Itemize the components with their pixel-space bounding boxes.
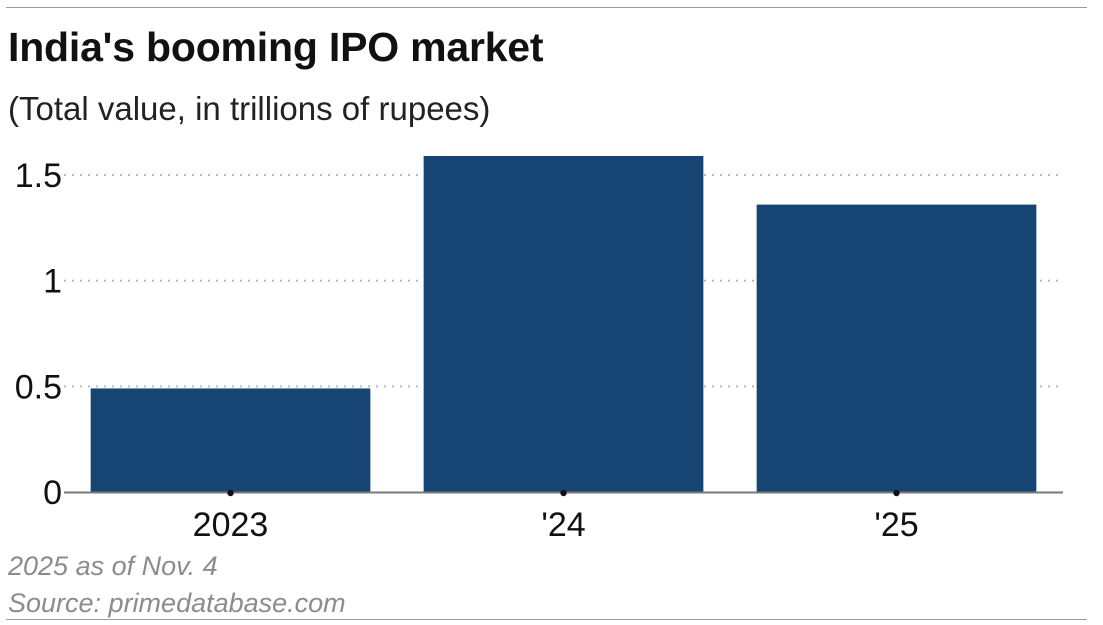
bar-0 [90, 388, 371, 492]
bar-1 [423, 155, 704, 493]
x-tick-label: '25 [874, 506, 918, 544]
x-tick-label: 2023 [193, 506, 269, 544]
source-note: Source: primedatabase.com [8, 588, 346, 618]
bar-2 [756, 204, 1037, 492]
axis-layer [64, 489, 1063, 497]
y-tick-label: 0.5 [15, 368, 62, 406]
x-tick-mark [560, 489, 567, 497]
chart-subtitle: (Total value, in trillions of rupees) [8, 90, 491, 127]
y-tick-label: 0 [43, 474, 62, 512]
y-tick-label: 1 [43, 263, 62, 301]
y-tick-label: 1.5 [15, 157, 62, 195]
footnote: 2025 as of Nov. 4 [8, 551, 218, 581]
x-tick-mark [893, 489, 900, 497]
top-rule [6, 7, 1087, 8]
bottom-rule [6, 619, 1087, 620]
bars-layer [90, 155, 1037, 493]
chart-title: India's booming IPO market [8, 24, 544, 70]
x-tick-label: '24 [541, 506, 585, 544]
x-tick-mark [227, 489, 234, 497]
labels-layer: 0 0.5 1 1.5 2023 '24 '25 [15, 157, 919, 544]
